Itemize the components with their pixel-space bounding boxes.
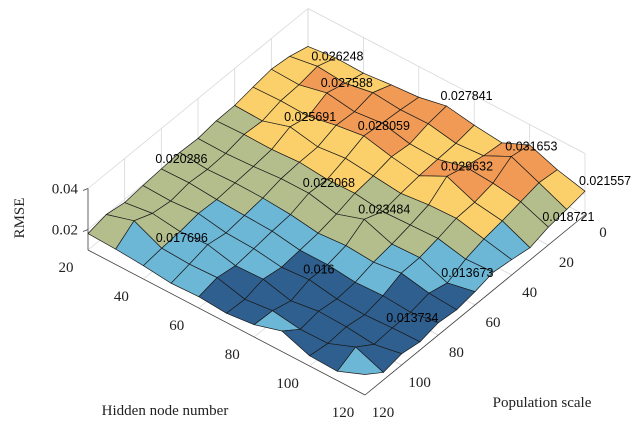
annotation: 0.031653 bbox=[505, 140, 557, 154]
annotation: 0.023484 bbox=[358, 202, 410, 216]
y-tick-label: 20 bbox=[559, 255, 574, 271]
annotation: 0.017696 bbox=[156, 231, 208, 245]
annotation: 0.013673 bbox=[441, 266, 493, 280]
annotation: 0.028059 bbox=[358, 119, 410, 133]
annotation: 0.027841 bbox=[441, 89, 493, 103]
axis-line bbox=[364, 214, 586, 396]
axis-line bbox=[87, 249, 366, 396]
annotation: 0.020286 bbox=[155, 152, 207, 166]
annotation: 0.029632 bbox=[441, 159, 493, 173]
annotation: 0.025691 bbox=[284, 110, 336, 124]
y-tick-label: 120 bbox=[372, 405, 395, 421]
grid-line bbox=[307, 8, 586, 154]
x-axis-label: Hidden node number bbox=[102, 403, 229, 419]
annotation: 0.022068 bbox=[303, 176, 355, 190]
annotation: 0.027588 bbox=[321, 76, 373, 90]
grid-line bbox=[87, 8, 309, 189]
y-tick-label: 80 bbox=[449, 345, 464, 361]
z-tick-label: 0.04 bbox=[52, 182, 79, 198]
tick-mark bbox=[82, 188, 89, 191]
annotation: 0.016 bbox=[303, 263, 334, 277]
x-tick-label: 100 bbox=[276, 376, 299, 392]
x-tick-label: 120 bbox=[332, 405, 355, 421]
x-tick-label: 20 bbox=[59, 260, 74, 276]
x-tick-label: 60 bbox=[169, 318, 184, 334]
surface-face bbox=[336, 346, 385, 375]
x-tick-label: 80 bbox=[225, 347, 240, 363]
annotation: 0.013734 bbox=[386, 311, 438, 325]
y-tick-label: 40 bbox=[522, 285, 537, 301]
annotation: 0.021557 bbox=[579, 174, 631, 188]
annotation: 0.026248 bbox=[311, 49, 363, 63]
z-axis-label: RMSE bbox=[12, 198, 28, 239]
tick-mark bbox=[82, 229, 89, 232]
y-tick-label: 60 bbox=[486, 315, 501, 331]
annotation: 0.018721 bbox=[542, 210, 594, 224]
z-tick-label: 0.02 bbox=[52, 223, 78, 239]
y-tick-label: 100 bbox=[408, 375, 431, 391]
y-axis-label: Population scale bbox=[493, 395, 592, 411]
y-tick-label: 0 bbox=[599, 225, 607, 241]
x-tick-label: 40 bbox=[114, 289, 129, 305]
